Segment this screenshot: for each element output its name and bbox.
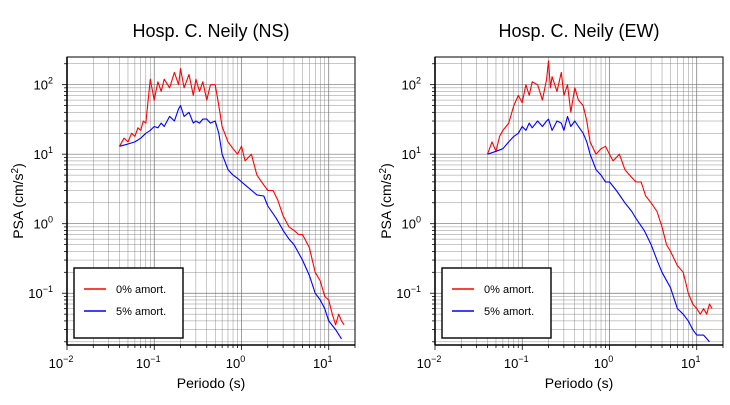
chart-title: Hosp. C. Neily (NS) bbox=[132, 21, 289, 41]
series-line-red bbox=[486, 60, 713, 315]
x-tick-label: 10−2 bbox=[49, 354, 74, 371]
x-tick-label: 10−1 bbox=[136, 354, 161, 371]
x-tick-label: 10−1 bbox=[504, 354, 529, 371]
x-tick-label: 100 bbox=[226, 354, 245, 371]
y-tick-label: 100 bbox=[34, 215, 53, 232]
x-tick-label: 10−2 bbox=[417, 354, 442, 371]
x-axis-label: Periodo (s) bbox=[177, 375, 245, 391]
chart-panel-0: 10−2 10−1 100 101 102 101 100 10−1 Hosp. C. Neil… bbox=[10, 21, 356, 391]
legend-box bbox=[73, 267, 184, 339]
series-line-blue bbox=[487, 115, 710, 343]
y-axis-label: PSA (cm/s2) bbox=[10, 163, 26, 239]
y-tick-label: 10−1 bbox=[28, 284, 53, 301]
chart-panel-1: 10−2 10−1 100 101 102 101 100 10−1 Hosp. C. Neil… bbox=[378, 21, 724, 391]
x-tick-label: 100 bbox=[594, 354, 613, 371]
legend-label: 0% amort. bbox=[116, 284, 166, 296]
x-tick-label: 101 bbox=[681, 354, 700, 371]
x-tick-label: 101 bbox=[313, 354, 332, 371]
y-tick-label: 101 bbox=[402, 145, 421, 162]
chart-title: Hosp. C. Neily (EW) bbox=[498, 21, 659, 41]
legend-label: 0% amort. bbox=[484, 284, 534, 296]
series-line-red bbox=[119, 68, 345, 326]
y-tick-label: 100 bbox=[402, 215, 421, 232]
series-line-blue bbox=[119, 105, 342, 340]
legend-label: 5% amort. bbox=[116, 306, 166, 318]
y-tick-label: 102 bbox=[34, 76, 53, 93]
y-tick-label: 10−1 bbox=[396, 284, 421, 301]
legend: 0% amort. 5% amort. bbox=[441, 267, 552, 339]
legend-box bbox=[441, 267, 552, 339]
y-tick-label: 101 bbox=[34, 145, 53, 162]
legend: 0% amort. 5% amort. bbox=[73, 267, 184, 339]
legend-label: 5% amort. bbox=[484, 306, 534, 318]
grid-0 bbox=[66, 57, 356, 345]
x-axis-label: Periodo (s) bbox=[545, 375, 613, 391]
y-axis-label: PSA (cm/s2) bbox=[378, 163, 394, 239]
y-tick-label: 102 bbox=[402, 76, 421, 93]
